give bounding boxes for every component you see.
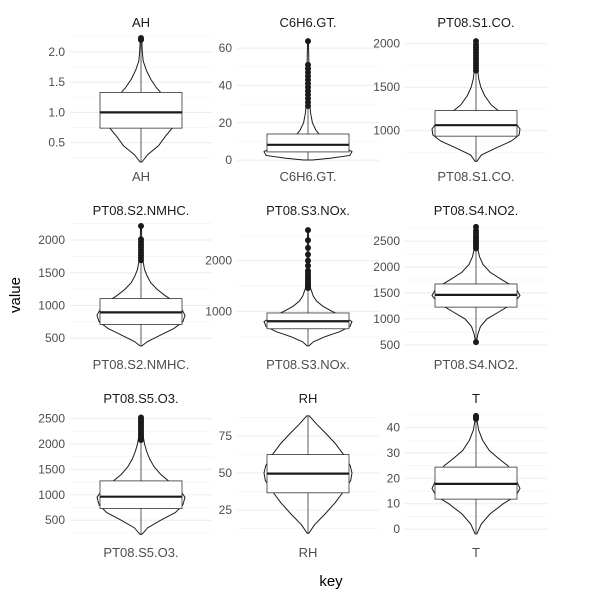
y-tick-label: 2500	[38, 412, 65, 426]
y-tick-label: 2500	[373, 234, 400, 248]
facet-panel: 0 20 40 60 C6H6.GT. C6H6.GT.	[219, 15, 379, 184]
y-tick-label: 2.0	[48, 45, 65, 59]
y-tick-label: 1000	[38, 298, 65, 312]
facet-panels: 0.5 1.0 1.5 2.0 AH AH 0 20 40 60 C6H6.GT. C6H6.GT. 1…	[38, 15, 547, 560]
y-tick-label: 60	[219, 41, 233, 55]
y-tick-label: 75	[219, 429, 233, 443]
outlier-point	[138, 35, 144, 42]
y-tick-label: 2000	[373, 37, 400, 51]
facet-title: PT08.S4.NO2.	[434, 203, 519, 218]
outlier-point	[138, 414, 144, 421]
facet-title: RH	[299, 391, 318, 406]
outlier-point	[473, 339, 479, 346]
outlier-point	[473, 223, 479, 230]
y-tick-label: 1000	[373, 312, 400, 326]
x-category-label: C6H6.GT.	[279, 169, 336, 184]
facet-panel: 500 1000 1500 2000 2500 PT08.S4.NO2. PT08.S4.N…	[373, 203, 547, 372]
facet-panel: 0.5 1.0 1.5 2.0 AH AH	[48, 15, 212, 184]
outlier-point	[138, 223, 144, 230]
y-tick-label: 1500	[373, 80, 400, 94]
x-category-label: PT08.S2.NMHC.	[93, 357, 190, 372]
y-axis-title: value	[7, 277, 24, 313]
facet-panel: 1000 2000 PT08.S3.NOx. PT08.S3.NOx.	[205, 203, 379, 372]
x-category-label: T	[472, 545, 480, 560]
outlier-point	[305, 251, 311, 258]
outlier-point	[305, 61, 311, 68]
facet-title: PT08.S1.CO.	[437, 15, 514, 30]
y-tick-label: 2000	[38, 233, 65, 247]
outlier-point	[138, 236, 144, 243]
y-tick-label: 0	[393, 522, 400, 536]
y-tick-label: 40	[387, 421, 401, 435]
outlier-point	[473, 38, 479, 45]
facet-title: PT08.S5.O3.	[103, 391, 178, 406]
iqr-box	[99, 92, 183, 129]
facet-title: PT08.S2.NMHC.	[93, 203, 190, 218]
y-tick-label: 2000	[205, 254, 232, 268]
y-tick-label: 1.5	[48, 75, 65, 89]
y-tick-label: 500	[380, 338, 400, 352]
facet-panel: 500 1000 1500 2000 2500 PT08.S5.O3. PT08.S5.O3…	[38, 391, 212, 560]
y-tick-label: 1000	[205, 304, 232, 318]
x-category-label: RH	[299, 545, 318, 560]
y-tick-label: 50	[219, 466, 233, 480]
facet-panel: 1000 1500 2000 PT08.S1.CO. PT08.S1.CO.	[373, 15, 547, 184]
y-tick-label: 500	[45, 331, 65, 345]
y-tick-label: 1000	[38, 488, 65, 502]
y-tick-label: 20	[219, 116, 233, 130]
outlier-point	[305, 267, 311, 274]
outlier-point	[305, 257, 311, 264]
x-category-label: PT08.S1.CO.	[437, 169, 514, 184]
facet-title: AH	[132, 15, 150, 30]
outlier-point	[305, 244, 311, 251]
y-tick-label: 500	[45, 513, 65, 527]
y-tick-label: 20	[387, 471, 401, 485]
iqr-box	[434, 110, 518, 137]
y-tick-label: 10	[387, 497, 401, 511]
outlier-point	[305, 38, 311, 45]
outlier-point	[473, 412, 479, 419]
x-category-label: PT08.S4.NO2.	[434, 357, 519, 372]
x-category-label: PT08.S3.NOx.	[266, 357, 350, 372]
iqr-box	[266, 133, 350, 153]
y-tick-label: 30	[387, 446, 401, 460]
y-tick-label: 0.5	[48, 136, 65, 150]
y-tick-label: 40	[219, 78, 233, 92]
y-tick-label: 1500	[38, 462, 65, 476]
facet-title: T	[472, 391, 480, 406]
y-tick-label: 1500	[373, 286, 400, 300]
facet-title: PT08.S3.NOx.	[266, 203, 350, 218]
x-category-label: AH	[132, 169, 150, 184]
outlier-point	[305, 262, 311, 269]
y-tick-label: 1000	[373, 124, 400, 138]
iqr-box	[99, 480, 183, 509]
outlier-point	[305, 227, 311, 234]
facet-panel: 500 1000 1500 2000 PT08.S2.NMHC. PT08.S2.NMHC…	[38, 203, 212, 372]
facet-title: C6H6.GT.	[279, 15, 336, 30]
outlier-point	[305, 237, 311, 244]
x-category-label: PT08.S5.O3.	[103, 545, 178, 560]
x-axis-title: key	[319, 573, 343, 590]
y-tick-label: 1500	[38, 266, 65, 280]
y-tick-label: 2000	[373, 260, 400, 274]
y-tick-label: 0	[225, 153, 232, 167]
y-tick-label: 2000	[38, 437, 65, 451]
facet-panel: 0 10 20 30 40 T T	[387, 391, 547, 560]
facet-panel: 25 50 75 RH RH	[219, 391, 379, 560]
y-tick-label: 25	[219, 503, 233, 517]
y-tick-label: 1.0	[48, 105, 65, 119]
